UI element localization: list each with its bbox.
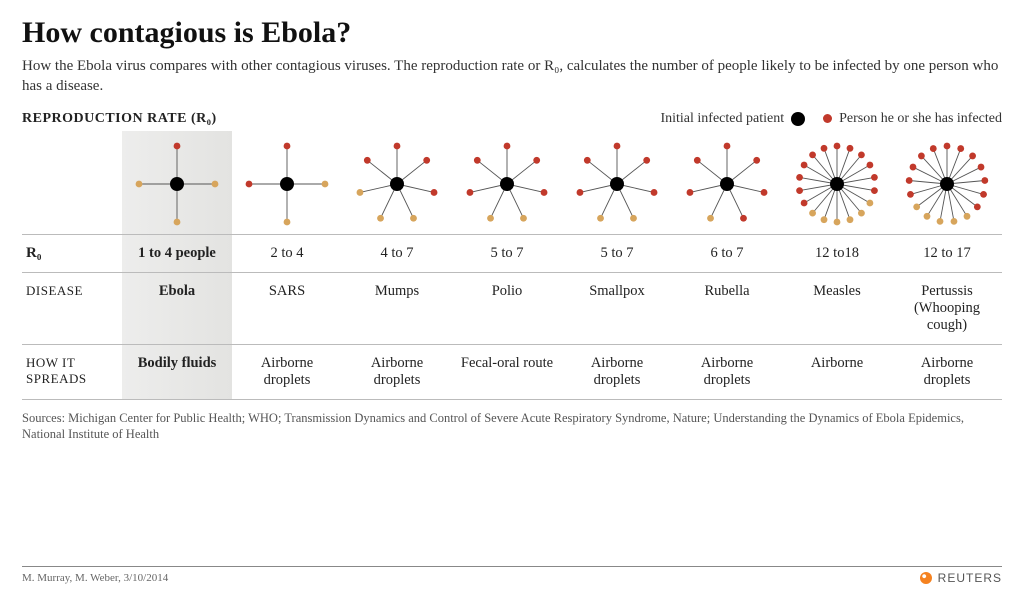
diagram-cell [672, 131, 782, 235]
reuters-logo-icon [920, 572, 932, 584]
r0-row-label: R₀ [22, 235, 122, 273]
comparison-grid: R₀1 to 4 people2 to 44 to 75 to 75 to 76… [22, 131, 1002, 400]
spread-diagram-icon [897, 134, 997, 234]
disease-row-label: DISEASE [22, 273, 122, 345]
spread-mode: Airborne droplets [672, 345, 782, 399]
brand-text: REUTERS [938, 571, 1002, 585]
spread-mode: Airborne droplets [562, 345, 672, 399]
legend-infected-dot-icon [823, 114, 832, 123]
brand: REUTERS [920, 571, 1002, 585]
spread-diagram-icon [567, 134, 667, 234]
diagram-cell [562, 131, 672, 235]
disease-name: Measles [782, 273, 892, 345]
diagram-cell [122, 131, 232, 235]
diagram-cell [342, 131, 452, 235]
spread-diagram-icon [347, 134, 447, 234]
spread-diagram-icon [787, 134, 887, 234]
spread-diagram-icon [677, 134, 777, 234]
spread-mode: Bodily fluids [122, 345, 232, 399]
page-subtitle: How the Ebola virus compares with other … [22, 56, 1002, 97]
page-title: How contagious is Ebola? [22, 16, 1002, 50]
diagram-cell [782, 131, 892, 235]
r0-value: 1 to 4 people [122, 235, 232, 273]
reproduction-rate-label: REPRODUCTION RATE (R₀) [22, 111, 217, 127]
spread-diagram-icon [127, 134, 227, 234]
disease-name: Polio [452, 273, 562, 345]
credit-text: M. Murray, M. Weber, 3/10/2014 [22, 572, 168, 584]
legend-infected-text: Person he or she has infected [839, 111, 1002, 127]
legend-infected-person: Person he or she has infected [823, 111, 1002, 127]
r0-value: 12 to 17 [892, 235, 1002, 273]
diagram-row-label [22, 131, 122, 235]
legend-initial-text: Initial infected patient [660, 111, 784, 127]
diagram-cell [452, 131, 562, 235]
sources-text: Sources: Michigan Center for Public Heal… [22, 410, 1002, 443]
infographic-page: How contagious is Ebola? How the Ebola v… [0, 0, 1024, 591]
spread-mode: Fecal-oral route [452, 345, 562, 399]
legend: Initial infected patient Person he or sh… [660, 111, 1002, 127]
legend-initial-patient: Initial infected patient [660, 111, 805, 127]
disease-name: Rubella [672, 273, 782, 345]
legend-center-dot-icon [791, 112, 805, 126]
spread-mode: Airborne droplets [342, 345, 452, 399]
spread-mode: Airborne droplets [892, 345, 1002, 399]
r0-value: 6 to 7 [672, 235, 782, 273]
spread-diagram-icon [457, 134, 557, 234]
r0-value: 5 to 7 [562, 235, 672, 273]
disease-name: Pertussis (Whooping cough) [892, 273, 1002, 345]
r0-value: 5 to 7 [452, 235, 562, 273]
spread-diagram-icon [237, 134, 337, 234]
spread-row-label: HOW IT SPREADS [22, 345, 122, 399]
r0-value: 2 to 4 [232, 235, 342, 273]
spread-mode: Airborne [782, 345, 892, 399]
disease-name: Smallpox [562, 273, 672, 345]
header-row: REPRODUCTION RATE (R₀) Initial infected … [22, 111, 1002, 127]
footer: M. Murray, M. Weber, 3/10/2014 REUTERS [22, 566, 1002, 585]
disease-name: Ebola [122, 273, 232, 345]
diagram-cell [892, 131, 1002, 235]
r0-value: 12 to18 [782, 235, 892, 273]
spread-mode: Airborne droplets [232, 345, 342, 399]
disease-name: SARS [232, 273, 342, 345]
r0-value: 4 to 7 [342, 235, 452, 273]
diagram-cell [232, 131, 342, 235]
disease-name: Mumps [342, 273, 452, 345]
